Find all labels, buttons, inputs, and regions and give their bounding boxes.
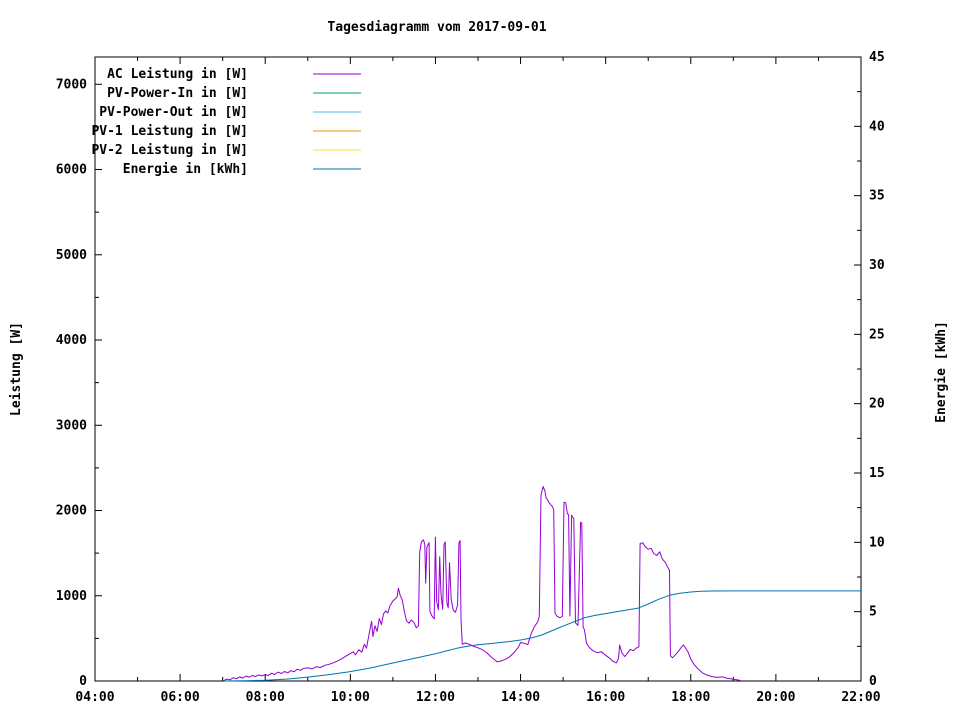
series-energie-in-kwh bbox=[223, 590, 861, 682]
legend-label: PV-Power-Out in [W] bbox=[99, 105, 248, 120]
y-left-tick-label: 4000 bbox=[56, 333, 87, 348]
legend-label: PV-Power-In in [W] bbox=[107, 86, 248, 101]
series-ac-leistung-in-w bbox=[223, 486, 741, 682]
legend-label: Energie in [kWh] bbox=[123, 162, 248, 177]
y-left-axis-title: Leistung [W] bbox=[9, 322, 24, 416]
y-right-tick-label: 5 bbox=[869, 605, 877, 620]
y-right-tick-label: 15 bbox=[869, 466, 885, 481]
y-left-tick-label: 5000 bbox=[56, 248, 87, 263]
y-right-tick-label: 10 bbox=[869, 535, 885, 550]
y-left-tick-label: 3000 bbox=[56, 418, 87, 433]
x-tick-label: 06:00 bbox=[161, 690, 200, 705]
y-right-axis-title: Energie [kWh] bbox=[934, 321, 949, 423]
x-tick-label: 12:00 bbox=[416, 690, 455, 705]
plot-content: 04:00 06:00 08:00 10:00 12:00 14:00 16:00 18:00… bbox=[56, 50, 885, 705]
x-tick-label: 18:00 bbox=[671, 690, 710, 705]
y-right-tick-label: 40 bbox=[869, 119, 885, 134]
x-tick-label: 20:00 bbox=[756, 690, 795, 705]
y-left-tick-label: 7000 bbox=[56, 77, 87, 92]
x-tick-label: 22:00 bbox=[841, 690, 880, 705]
x-tick-label: 16:00 bbox=[586, 690, 625, 705]
x-tick-label: 08:00 bbox=[246, 690, 285, 705]
x-tick-label: 10:00 bbox=[331, 690, 370, 705]
y-right-tick-label: 25 bbox=[869, 327, 885, 342]
y-right-tick-label: 35 bbox=[869, 189, 885, 204]
y-right-tick-label: 20 bbox=[869, 397, 885, 412]
y-right-tick-label: 30 bbox=[869, 258, 885, 273]
y-right-tick-label: 45 bbox=[869, 50, 885, 65]
y-right-tick-label: 0 bbox=[869, 674, 877, 689]
y-left-tick-label: 1000 bbox=[56, 589, 87, 604]
y-left-tick-label: 0 bbox=[79, 674, 87, 689]
legend-label: AC Leistung in [W] bbox=[107, 67, 248, 82]
x-tick-label: 04:00 bbox=[75, 690, 114, 705]
x-tick-label: 14:00 bbox=[501, 690, 540, 705]
legend-label: PV-2 Leistung in [W] bbox=[91, 143, 248, 158]
chart-title: Tagesdiagramm vom 2017-09-01 bbox=[327, 20, 546, 35]
legend-label: PV-1 Leistung in [W] bbox=[91, 124, 248, 139]
y-left-tick-label: 2000 bbox=[56, 504, 87, 519]
y-left-tick-label: 6000 bbox=[56, 163, 87, 178]
